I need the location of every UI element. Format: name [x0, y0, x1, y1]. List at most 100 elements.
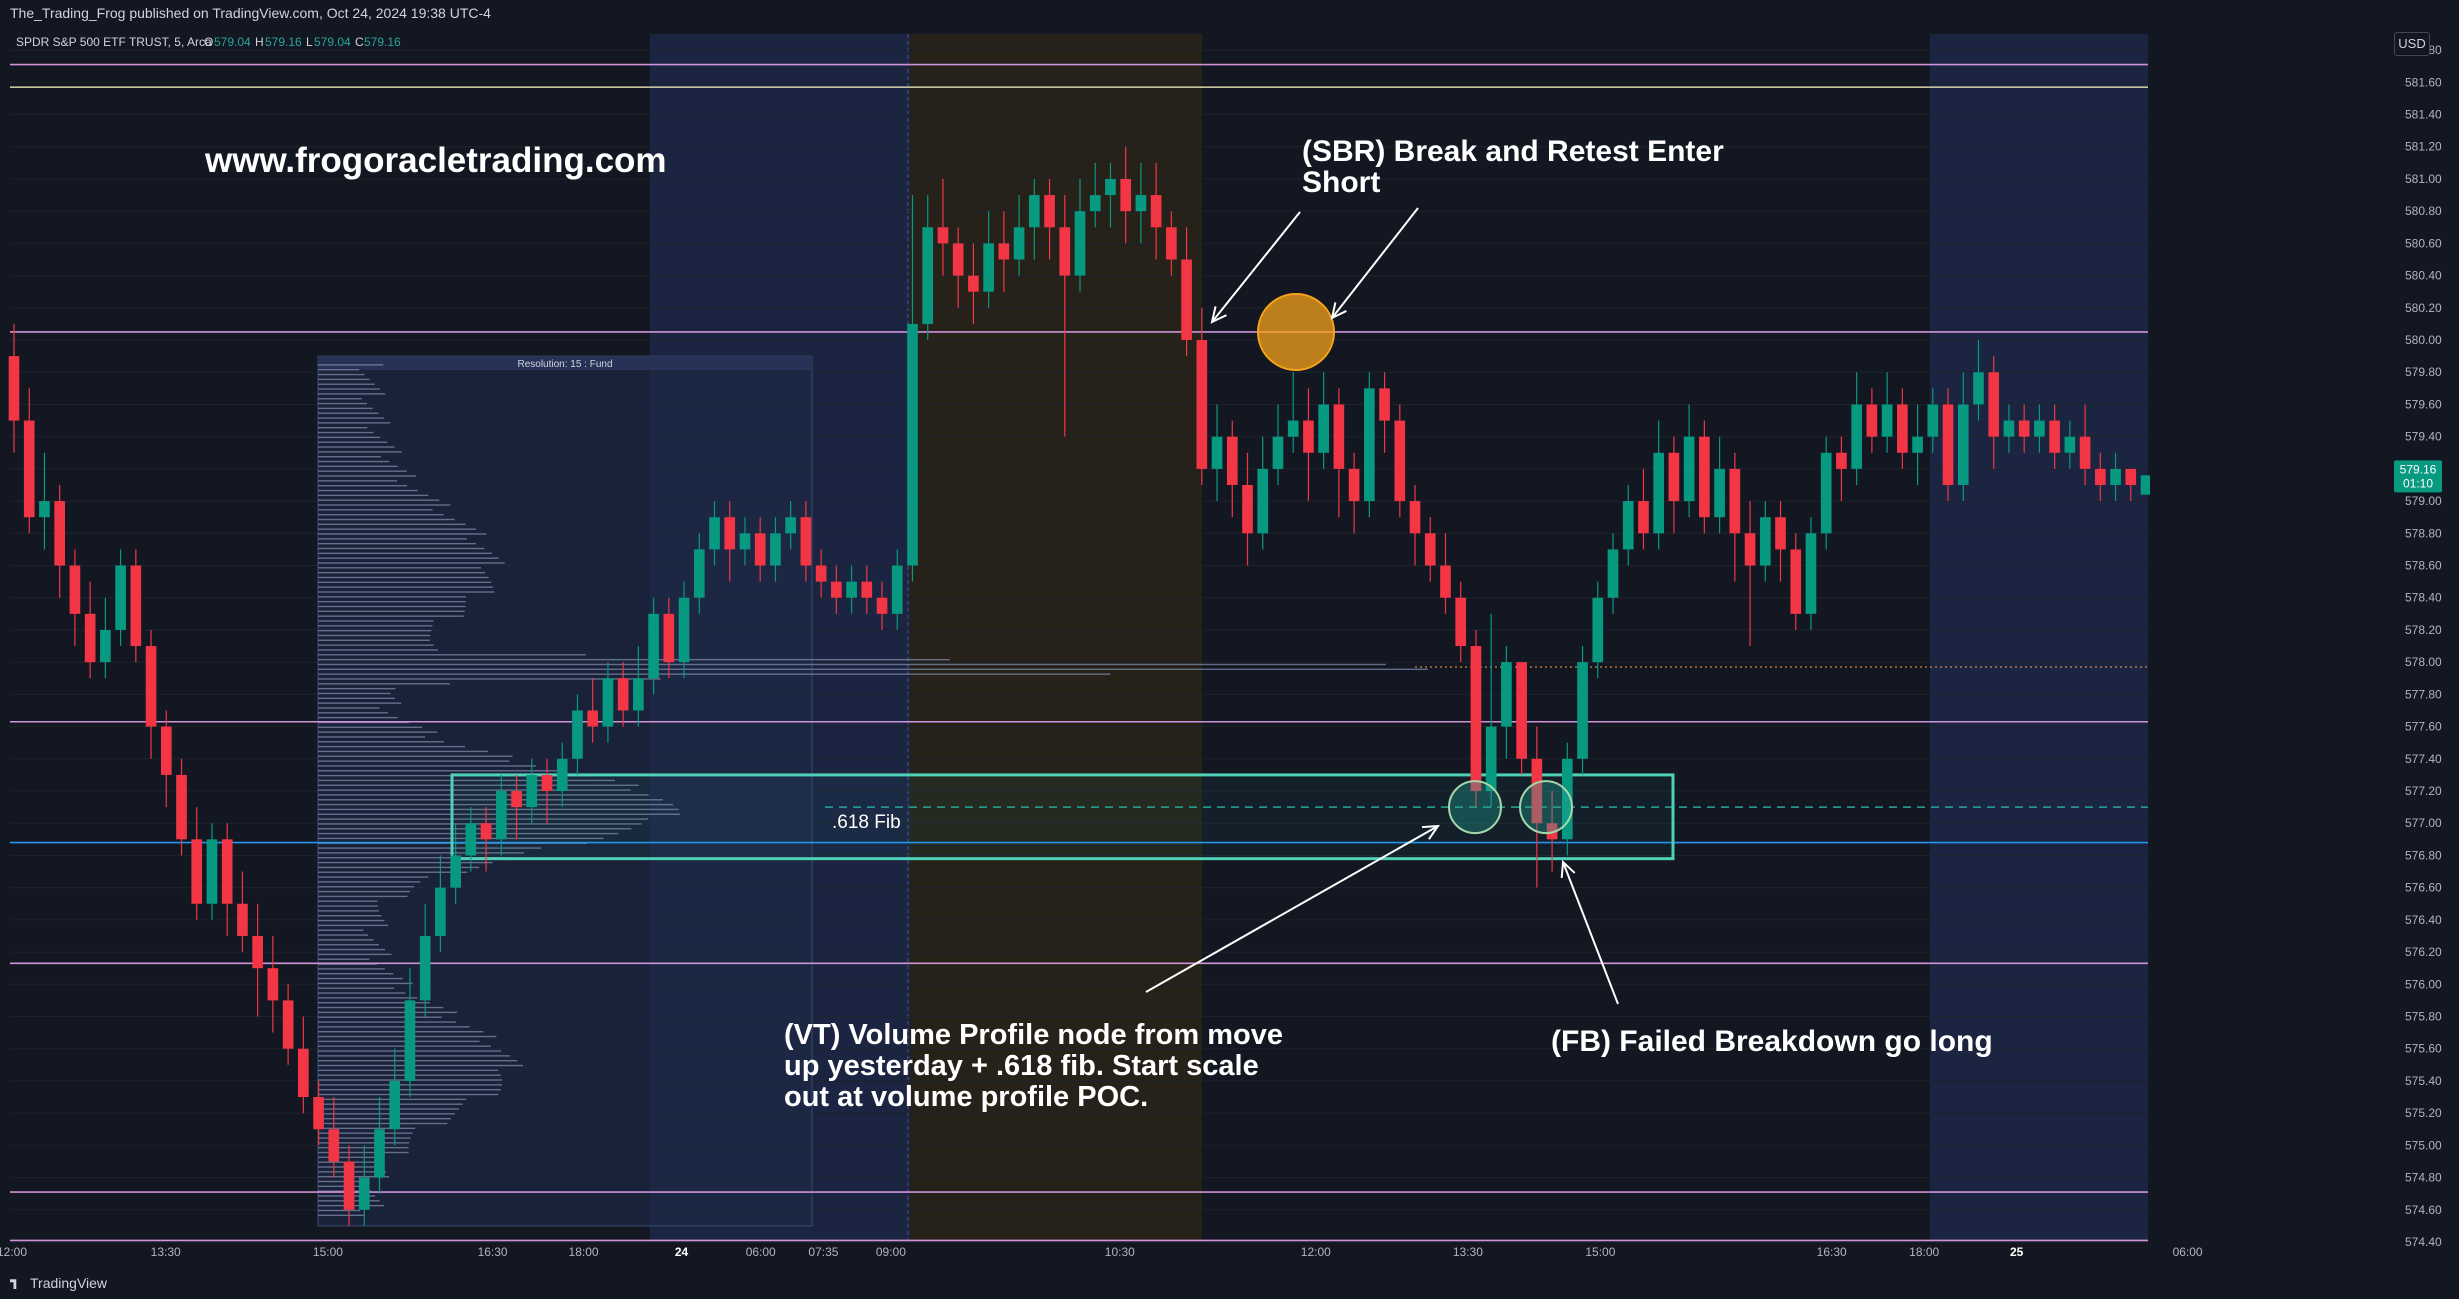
volume-profile-bar	[318, 451, 402, 453]
candle-body	[1622, 501, 1634, 550]
sbr-annotation: (SBR) Break and Retest Enter Short	[1302, 135, 1724, 199]
candle-body	[495, 791, 507, 840]
candle-body	[1942, 404, 1954, 485]
candle-body	[937, 227, 949, 244]
candle-body	[1333, 404, 1345, 469]
time-tick: 10:30	[1105, 1245, 1135, 1259]
candle-body	[1957, 404, 1969, 485]
price-axis-bg	[2150, 26, 2459, 1268]
ohlc-low-key: L	[306, 35, 313, 49]
volume-profile-bar	[318, 1113, 455, 1115]
candle-body	[1714, 468, 1725, 518]
volume-profile-bar	[318, 876, 429, 878]
candle-body	[2094, 468, 2106, 485]
volume-profile-bar	[318, 992, 406, 994]
candle-body	[1440, 565, 1451, 598]
candle-body	[313, 1097, 324, 1130]
candle-body	[1988, 372, 2000, 437]
volume-profile-bar	[318, 378, 370, 381]
candle-body	[1683, 436, 1695, 502]
candle-body	[54, 501, 66, 566]
candle-body	[282, 1000, 294, 1049]
ohlc-open-key: O	[204, 35, 213, 49]
candle-body	[1348, 468, 1360, 502]
candle-body	[1424, 533, 1436, 566]
candle-body	[572, 710, 583, 759]
volume-profile-bar	[318, 552, 492, 555]
price-axis[interactable]: 581.80581.60581.40581.20581.00580.80580.…	[2150, 26, 2459, 1268]
volume-profile-bar	[318, 475, 417, 477]
price-tick: 581.40	[2405, 108, 2442, 122]
sbr-arrow-left	[1211, 211, 1301, 323]
volume-profile-bar	[318, 581, 492, 584]
candle-body	[983, 243, 994, 292]
price-tick: 574.60	[2405, 1203, 2442, 1217]
last-price-countdown: 01:10	[2403, 476, 2433, 490]
volume-profile-bar	[318, 484, 408, 487]
vt-arrow	[1145, 825, 1439, 993]
volume-profile-bar	[318, 1021, 456, 1023]
candle-body	[1272, 436, 1284, 469]
candle-body	[648, 613, 659, 679]
volume-profile-bar	[318, 591, 495, 593]
candle-body	[1546, 823, 1558, 840]
volume-profile-bar	[318, 702, 402, 704]
volume-profile-bar	[318, 953, 392, 956]
candlestick-chart[interactable]: Resolution: 15 : Fund 581.71 (5)581.57 (…	[0, 26, 2459, 1268]
volume-profile-bar	[318, 895, 408, 898]
candle-body	[754, 533, 766, 566]
candle-body	[69, 565, 81, 614]
candle-body	[328, 1129, 340, 1162]
time-tick: 18:00	[1909, 1245, 1939, 1259]
volume-profile-bar	[318, 973, 394, 975]
candle-body	[998, 243, 1010, 260]
candle-body	[221, 839, 233, 904]
candle-body	[1196, 340, 1208, 469]
currency-button[interactable]: USD	[2394, 32, 2430, 56]
volume-profile-bar	[318, 789, 631, 791]
candle-body	[968, 275, 979, 292]
volume-profile-bar	[318, 794, 649, 796]
candle-body	[389, 1080, 401, 1130]
price-tick: 577.20	[2405, 784, 2442, 798]
price-tick: 579.00	[2405, 494, 2442, 508]
time-tick: 15:00	[313, 1245, 343, 1259]
price-tick: 579.60	[2405, 397, 2442, 411]
volume-profile-bar	[318, 542, 476, 545]
volume-profile-bar	[318, 866, 480, 869]
volume-profile-bar	[318, 658, 950, 661]
price-tick: 576.60	[2405, 881, 2442, 895]
time-tick: 09:00	[876, 1245, 906, 1259]
candle-body	[2049, 420, 2060, 453]
candle-body	[343, 1161, 355, 1210]
candle-body	[1638, 501, 1649, 534]
volume-profile-bar	[318, 1146, 409, 1149]
candle-body	[1866, 404, 1878, 437]
candle-body	[1150, 195, 1162, 228]
candle-body	[115, 565, 126, 630]
candle-body	[1181, 259, 1192, 341]
publisher-header: The_Trading_Frog published on TradingVie…	[0, 0, 2459, 26]
volume-profile-bar	[318, 1151, 409, 1154]
volume-profile-bar	[318, 731, 438, 733]
candle-body	[1501, 662, 1512, 727]
candle-body	[8, 356, 20, 421]
volume-profile-bar	[318, 1006, 444, 1009]
time-axis[interactable]: 12:00 13:30 15:00 16:30 18:00 24 06:00 07:35 09:…	[0, 1245, 2203, 1259]
volume-profile-bar	[318, 441, 388, 443]
volume-profile-bar	[318, 388, 380, 390]
price-tick: 578.60	[2405, 559, 2442, 573]
sbr-circle	[1257, 292, 1335, 371]
volume-profile-bar	[318, 489, 418, 492]
price-tick: 576.80	[2405, 848, 2442, 862]
volume-profile-bar	[318, 915, 382, 917]
candle-body	[84, 613, 96, 663]
candle-body	[1927, 404, 1939, 437]
candle-body	[191, 839, 203, 904]
candle-body	[1577, 662, 1588, 759]
volume-profile-bar	[318, 905, 378, 907]
price-tick: 578.40	[2405, 591, 2442, 605]
time-tick: 06:00	[2173, 1245, 2203, 1259]
last-price-tag	[2394, 460, 2442, 493]
symbol-label: SPDR S&P 500 ETF TRUST, 5, Arca	[16, 35, 212, 49]
